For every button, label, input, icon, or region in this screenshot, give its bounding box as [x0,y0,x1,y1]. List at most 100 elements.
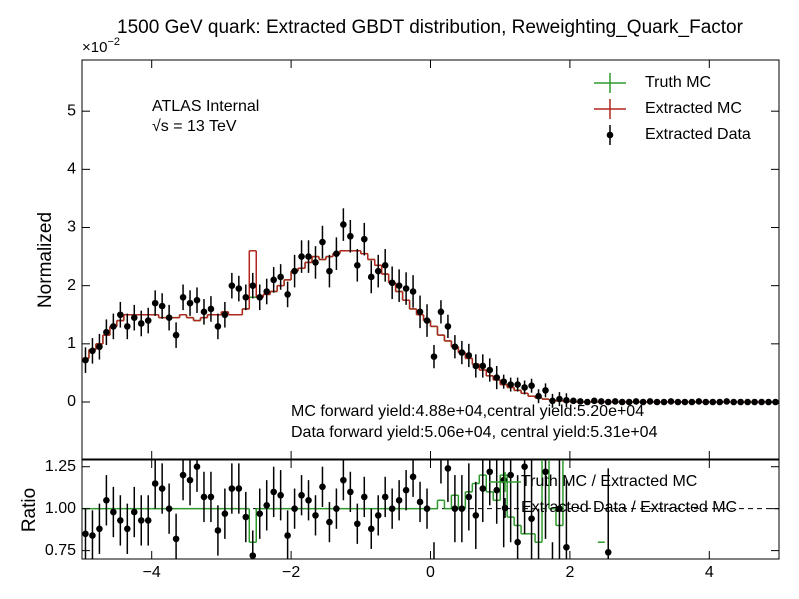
data-point [214,323,222,330]
annotation: √s = 13 TeV [152,118,237,135]
legend-label: Extracted Data / Extracted MC [521,499,737,516]
y-tick-label: 3 [67,219,76,236]
legend-label: Truth MC / Extracted MC [521,473,697,490]
data-point [618,398,626,406]
data-point [207,305,215,313]
data-point [89,532,96,539]
legend-marker [606,131,614,139]
data-point [402,285,410,292]
data-point [409,288,417,295]
data-point [312,512,319,519]
data-point [381,493,389,501]
data-point [172,331,180,339]
data-point [590,397,598,405]
data-point [263,502,271,509]
data-point [158,302,166,310]
x-tick-label: 0 [426,564,435,581]
data-point [597,398,605,405]
y-tick-label: 1.00 [45,500,76,517]
data-point [584,398,591,406]
data-point [514,381,521,388]
data-point [695,398,703,405]
offset-text: ×10−2 [82,36,120,56]
data-point [479,485,487,492]
data-point [514,538,521,546]
y-tick-label: 2 [67,277,76,294]
data-point [395,282,403,289]
data-point [221,311,229,319]
offset-base: ×10 [82,39,107,56]
data-point [165,505,173,512]
data-point [444,465,452,472]
data-point [103,328,110,336]
data-point [242,513,250,521]
data-point [291,505,298,512]
data-point [333,505,340,512]
data-point [395,496,403,504]
data-point [96,343,103,351]
data-point [709,398,717,406]
data-point [409,473,417,481]
data-point [730,398,737,406]
data-point [479,362,487,370]
data-point [158,485,166,492]
data-point [611,398,619,405]
data-point [319,238,326,246]
data-point [723,398,731,405]
data-point [137,320,145,327]
data-point [604,548,612,556]
data-point [249,282,257,289]
data-point [604,398,612,406]
y-tick-label: 0 [67,393,76,410]
data-point [305,253,312,260]
data-point [765,398,772,406]
x-tick-label: 4 [705,564,714,581]
data-point [347,232,354,240]
data-point [507,471,514,479]
data-point [340,476,347,484]
data-point [117,311,124,319]
annotation: ATLAS Internal [152,98,259,115]
data-point [110,323,117,330]
data-point [235,485,243,492]
data-point [639,398,647,406]
data-point [263,288,271,295]
data-point [521,384,528,391]
data-point [444,323,452,330]
data-point [117,517,124,524]
data-point [556,395,563,403]
data-point [130,314,138,321]
data-point [130,508,138,516]
data-point [367,525,375,533]
plot-area [82,208,779,408]
data-point [716,398,724,406]
data-point [256,510,264,517]
data-point [96,525,103,533]
data-point [702,398,710,406]
data-point [110,508,117,516]
data-point [674,398,682,406]
data-point [144,517,152,524]
data-point [354,520,361,528]
data-point [165,314,173,321]
data-point [423,317,431,324]
data-point [277,273,284,281]
data-point [437,308,445,316]
data-point [284,291,291,298]
data-point [472,362,480,370]
data-point [528,382,535,390]
data-point [374,267,382,275]
data-point [354,262,361,269]
data-point [179,471,187,479]
data-point [625,398,633,406]
data-point [751,398,758,406]
data-point [291,267,298,275]
data-point [681,398,689,406]
data-point [451,505,459,512]
data-point [542,387,549,394]
data-point [507,381,514,388]
data-point [179,294,187,301]
x-tick-label: 2 [565,564,574,581]
data-point [312,259,319,266]
x-tick-label: −2 [282,564,300,581]
